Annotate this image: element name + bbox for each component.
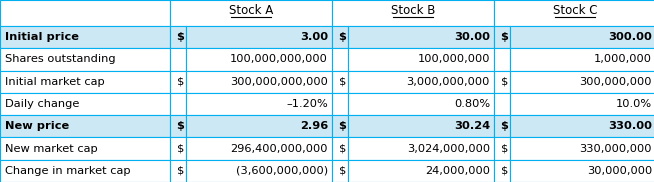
Bar (170, 160, 186, 182)
Bar (0, 48, 170, 71)
Text: $: $ (500, 121, 508, 131)
Bar (0, 26, 170, 48)
Bar (494, 160, 510, 182)
Bar (510, 26, 654, 48)
Text: –1.20%: –1.20% (286, 99, 328, 109)
Bar (0, 115, 170, 137)
Text: 330.00: 330.00 (608, 121, 652, 131)
Bar (0, 137, 170, 160)
Text: 10.0%: 10.0% (616, 99, 652, 109)
Bar (510, 137, 654, 160)
Text: $: $ (338, 121, 346, 131)
Text: Initial price: Initial price (5, 32, 79, 42)
Text: 2.96: 2.96 (300, 121, 328, 131)
Bar (0, 160, 170, 182)
Bar (348, 48, 494, 71)
Text: Shares outstanding: Shares outstanding (5, 54, 116, 64)
Bar (170, 115, 186, 137)
Text: $: $ (176, 121, 184, 131)
Bar (170, 26, 186, 48)
Text: 1,000,000: 1,000,000 (594, 54, 652, 64)
Bar (186, 160, 332, 182)
Bar (494, 93, 510, 115)
Bar (510, 71, 654, 93)
Bar (510, 48, 654, 71)
Text: 24,000,000: 24,000,000 (425, 166, 490, 176)
Bar (494, 48, 510, 71)
Bar (332, 93, 348, 115)
Text: 300,000,000,000: 300,000,000,000 (230, 77, 328, 87)
Text: $: $ (500, 32, 508, 42)
Bar (332, 48, 348, 71)
Bar (170, 71, 186, 93)
Text: 300,000,000: 300,000,000 (579, 77, 652, 87)
Text: $: $ (177, 77, 184, 87)
Bar (348, 26, 494, 48)
Text: 3.00: 3.00 (300, 32, 328, 42)
Bar (332, 26, 348, 48)
Bar (494, 71, 510, 93)
Text: 3,024,000,000: 3,024,000,000 (407, 144, 490, 154)
Bar (186, 26, 332, 48)
Bar (186, 137, 332, 160)
Bar (186, 115, 332, 137)
Bar (348, 71, 494, 93)
Text: 100,000,000: 100,000,000 (417, 54, 490, 64)
Text: 30,000,000: 30,000,000 (587, 166, 652, 176)
Text: 30.24: 30.24 (454, 121, 490, 131)
Bar (332, 115, 348, 137)
Text: 300.00: 300.00 (608, 32, 652, 42)
Text: (3,600,000,000): (3,600,000,000) (236, 166, 328, 176)
Bar (332, 160, 348, 182)
Text: Change in market cap: Change in market cap (5, 166, 131, 176)
Text: Stock B: Stock B (391, 5, 435, 17)
Text: 330,000,000: 330,000,000 (579, 144, 652, 154)
Text: $: $ (500, 166, 508, 176)
Text: $: $ (339, 77, 346, 87)
Bar (0, 93, 170, 115)
Text: New price: New price (5, 121, 69, 131)
Text: 100,000,000,000: 100,000,000,000 (230, 54, 328, 64)
Bar (170, 48, 186, 71)
Bar (170, 137, 186, 160)
Bar (170, 93, 186, 115)
Text: 296,400,000,000: 296,400,000,000 (230, 144, 328, 154)
Text: 3,000,000,000: 3,000,000,000 (407, 77, 490, 87)
Bar (0, 0, 170, 26)
Bar (332, 137, 348, 160)
Bar (186, 71, 332, 93)
Bar (510, 160, 654, 182)
Text: $: $ (500, 77, 508, 87)
Text: Stock C: Stock C (553, 5, 597, 17)
Text: Daily change: Daily change (5, 99, 79, 109)
Bar (348, 137, 494, 160)
Bar (348, 160, 494, 182)
Text: $: $ (338, 32, 346, 42)
Bar (494, 137, 510, 160)
Text: $: $ (177, 166, 184, 176)
Bar (170, 0, 332, 26)
Bar (494, 26, 510, 48)
Text: $: $ (339, 144, 346, 154)
Text: $: $ (339, 166, 346, 176)
Bar (348, 115, 494, 137)
Text: 0.80%: 0.80% (454, 99, 490, 109)
Bar (186, 48, 332, 71)
Bar (186, 93, 332, 115)
Bar (332, 71, 348, 93)
Bar (494, 115, 510, 137)
Text: $: $ (176, 32, 184, 42)
Text: Initial market cap: Initial market cap (5, 77, 105, 87)
Bar (510, 115, 654, 137)
Text: 30.00: 30.00 (454, 32, 490, 42)
Text: $: $ (500, 144, 508, 154)
Bar (348, 93, 494, 115)
Text: $: $ (177, 144, 184, 154)
Bar (494, 0, 654, 26)
Bar (0, 71, 170, 93)
Bar (510, 93, 654, 115)
Text: Stock A: Stock A (229, 5, 273, 17)
Bar (332, 0, 494, 26)
Text: New market cap: New market cap (5, 144, 97, 154)
